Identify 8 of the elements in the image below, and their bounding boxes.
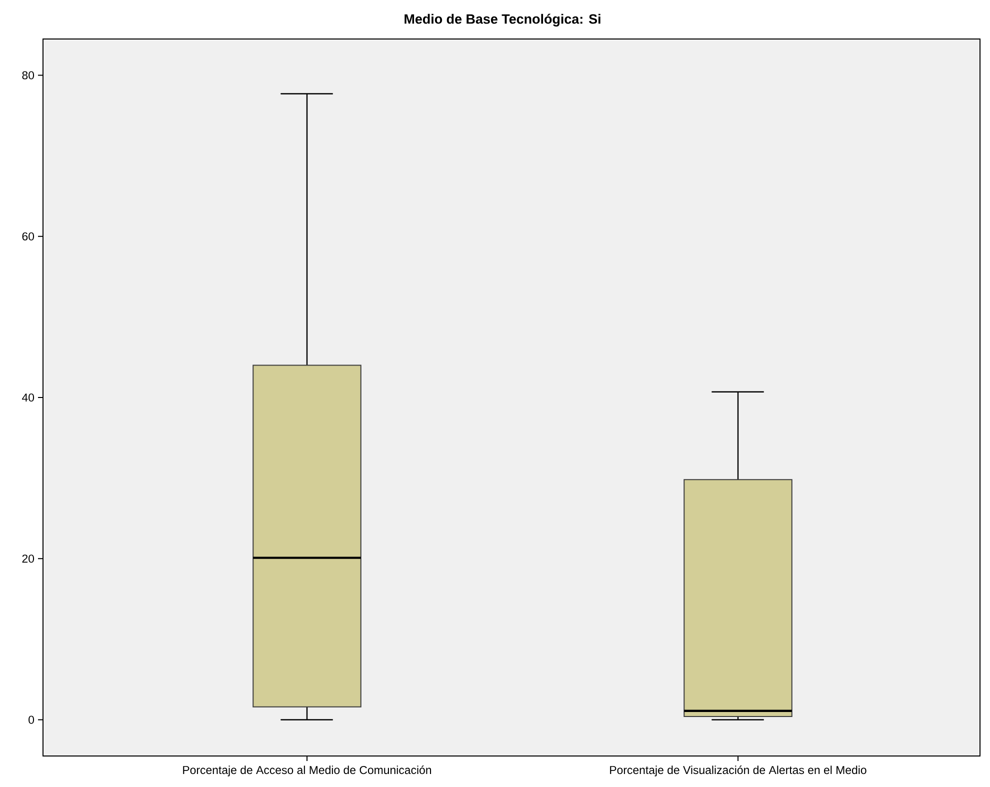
y-tick-label: 0	[28, 716, 34, 724]
y-tick-label: 40	[22, 393, 34, 402]
chart-title: Medio de Base Tecnológica: Si	[404, 14, 600, 26]
x-tick-label: Porcentaje de Acceso al Medio de Comunicación	[183, 766, 432, 776]
y-tick-label: 60	[22, 232, 34, 240]
y-tick-label: 80	[22, 71, 34, 80]
y-tick-label: 20	[22, 554, 34, 563]
x-tick-label: Porcentaje de Visualización de Alertas en el Medio	[610, 766, 866, 776]
